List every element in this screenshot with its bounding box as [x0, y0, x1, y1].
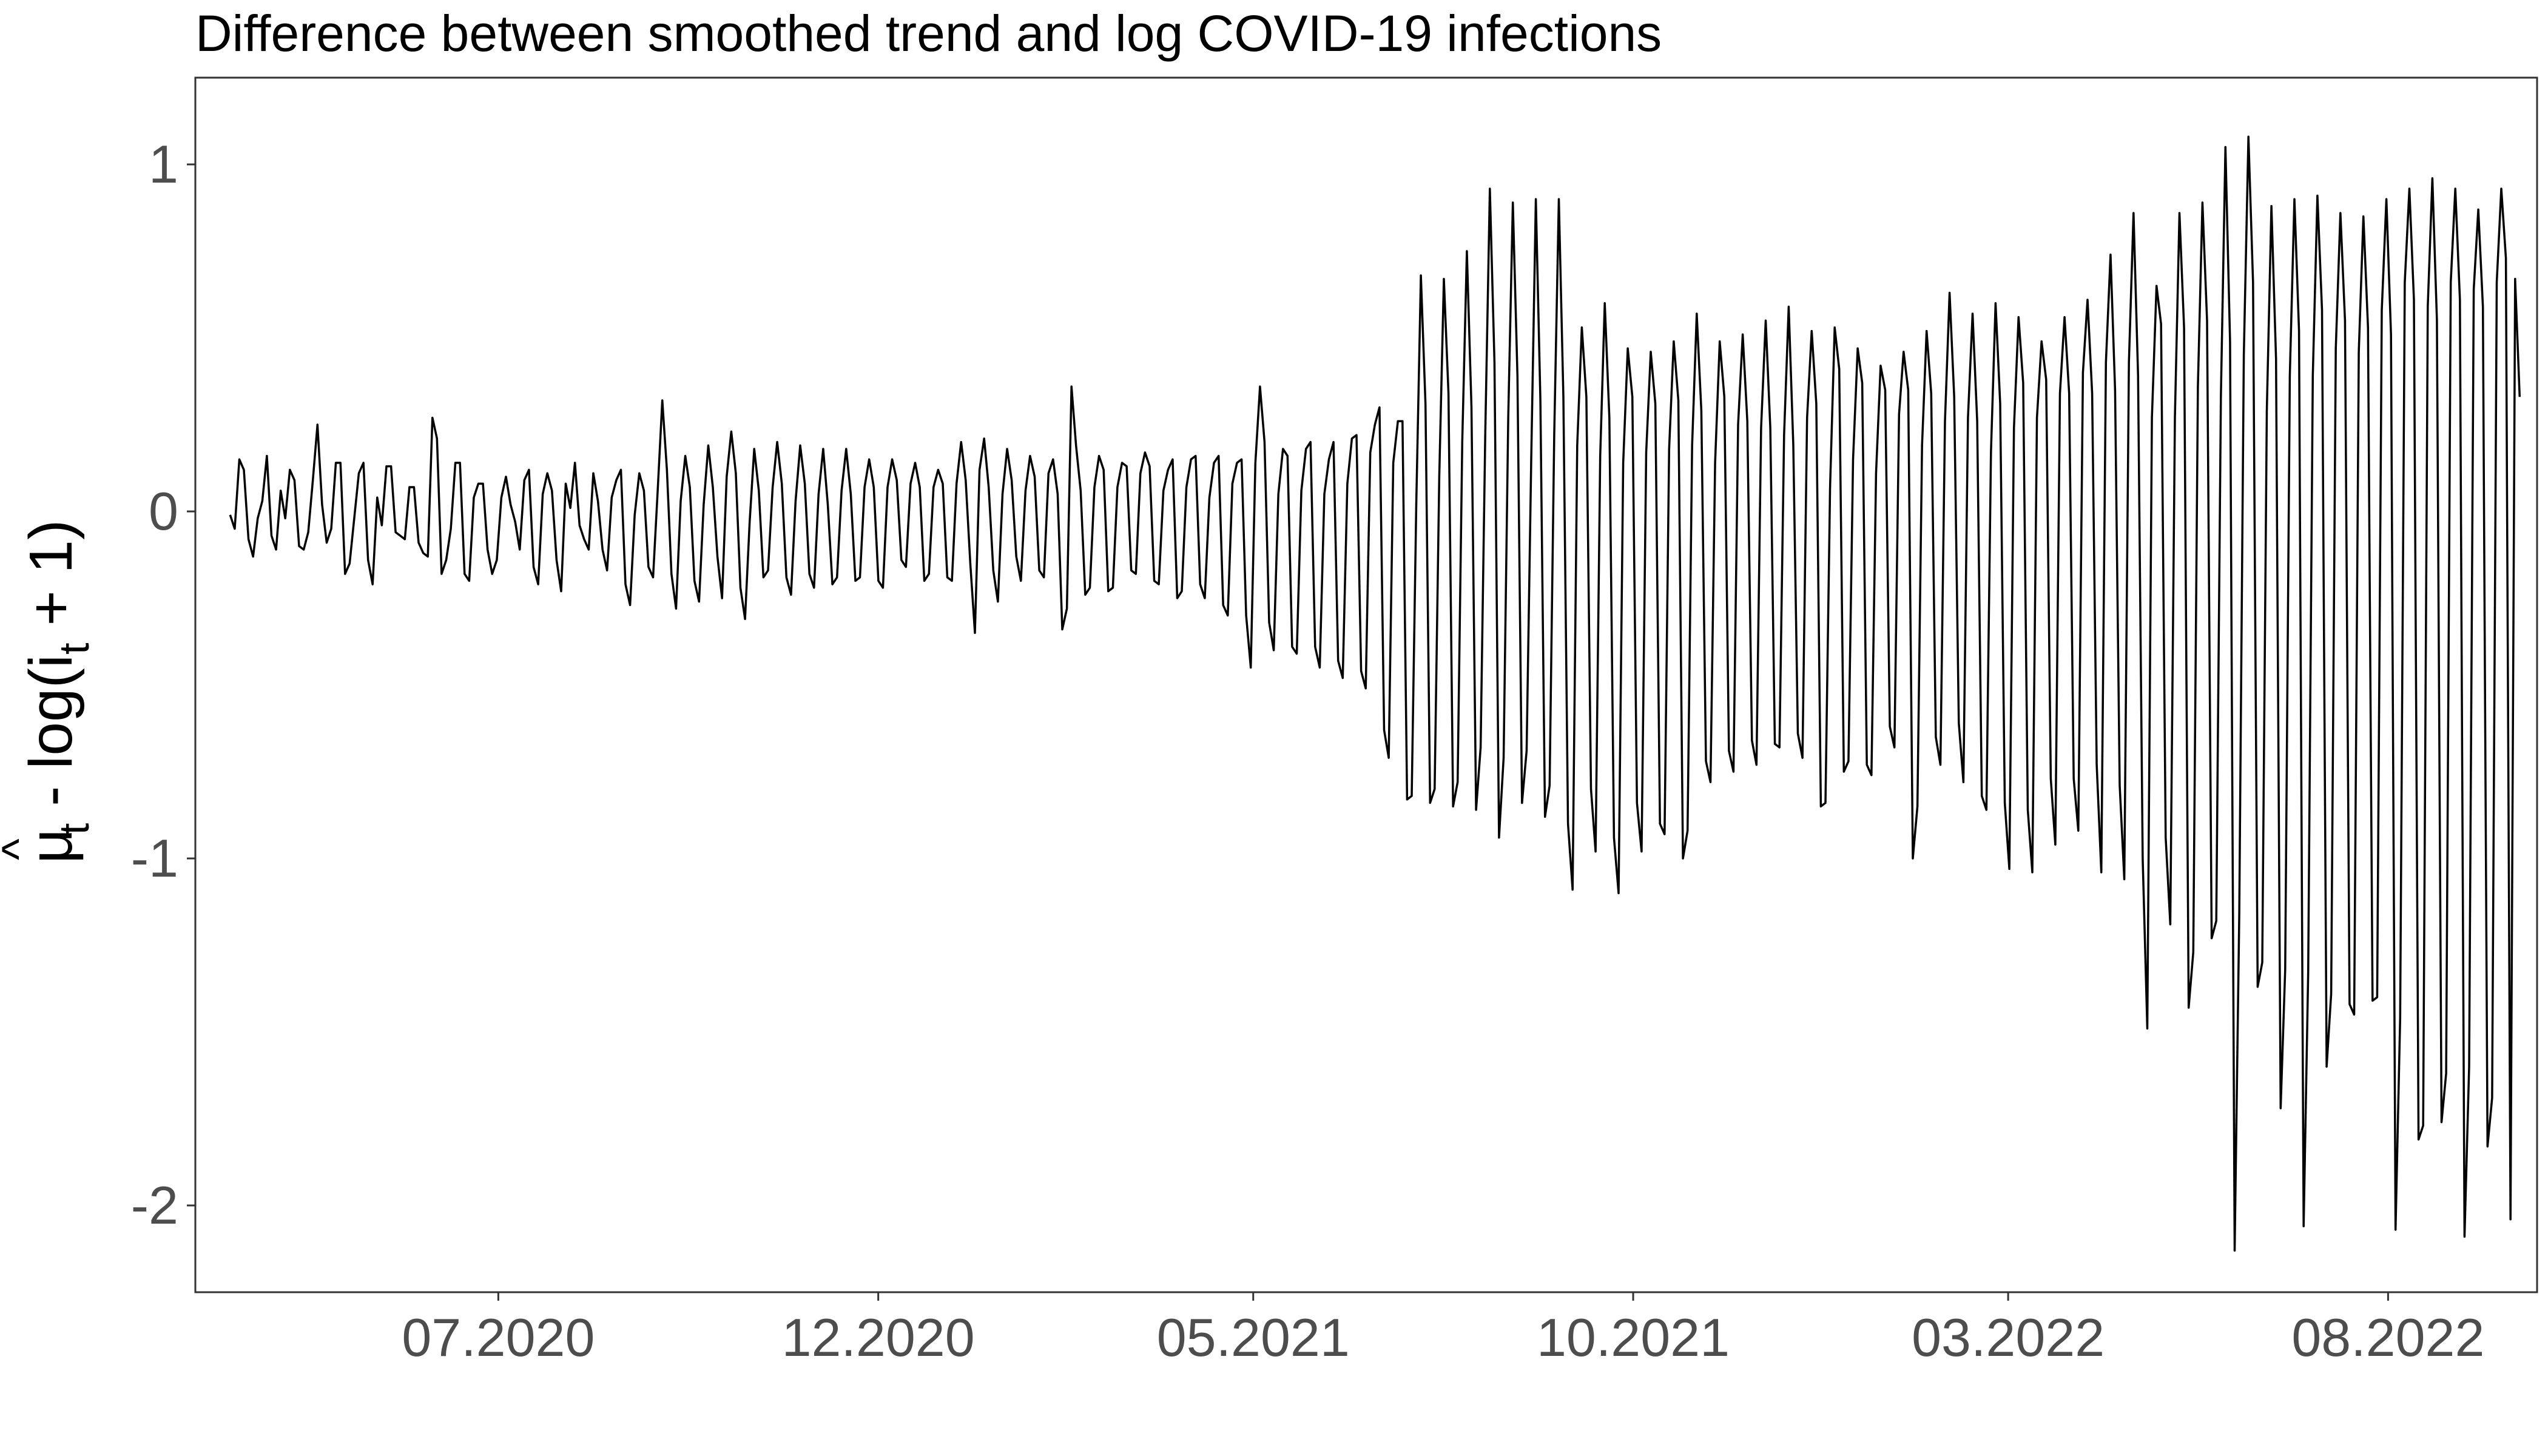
x-tick-label: 08.2022 — [2291, 1307, 2484, 1367]
y-axis-title-mid: - log(i — [17, 655, 85, 823]
plot-panel-border — [194, 76, 2538, 1293]
series-group — [229, 135, 2521, 1252]
y-tick-label: -1 — [131, 828, 178, 888]
chart-title: Difference between smoothed trend and lo… — [195, 5, 1662, 62]
x-axis: 07.2020 12.2020 05.2021 10.2021 03.2022 08.20… — [402, 1292, 2484, 1367]
series-line — [229, 135, 2521, 1252]
y-tick-label: 1 — [149, 134, 178, 194]
x-tick-label: 05.2021 — [1157, 1307, 1350, 1367]
y-axis-title-end: + 1) — [17, 520, 85, 643]
y-tick-label: -2 — [131, 1175, 178, 1235]
x-tick-label: 03.2022 — [1912, 1307, 2105, 1367]
y-axis: 1 0 -1 -2 — [131, 134, 195, 1235]
x-tick-label: 12.2020 — [782, 1307, 975, 1367]
y-axis-title-sub2: t — [50, 642, 98, 654]
y-axis-title: μ^ t - log(it + 1) — [0, 520, 98, 864]
y-axis-title-sub1: t — [50, 823, 98, 835]
y-axis-title-base: μ — [17, 829, 85, 864]
y-axis-title-accent: ^ — [0, 838, 44, 860]
y-tick-label: 0 — [149, 481, 178, 541]
x-tick-label: 07.2020 — [402, 1307, 595, 1367]
x-tick-label: 10.2021 — [1537, 1307, 1730, 1367]
